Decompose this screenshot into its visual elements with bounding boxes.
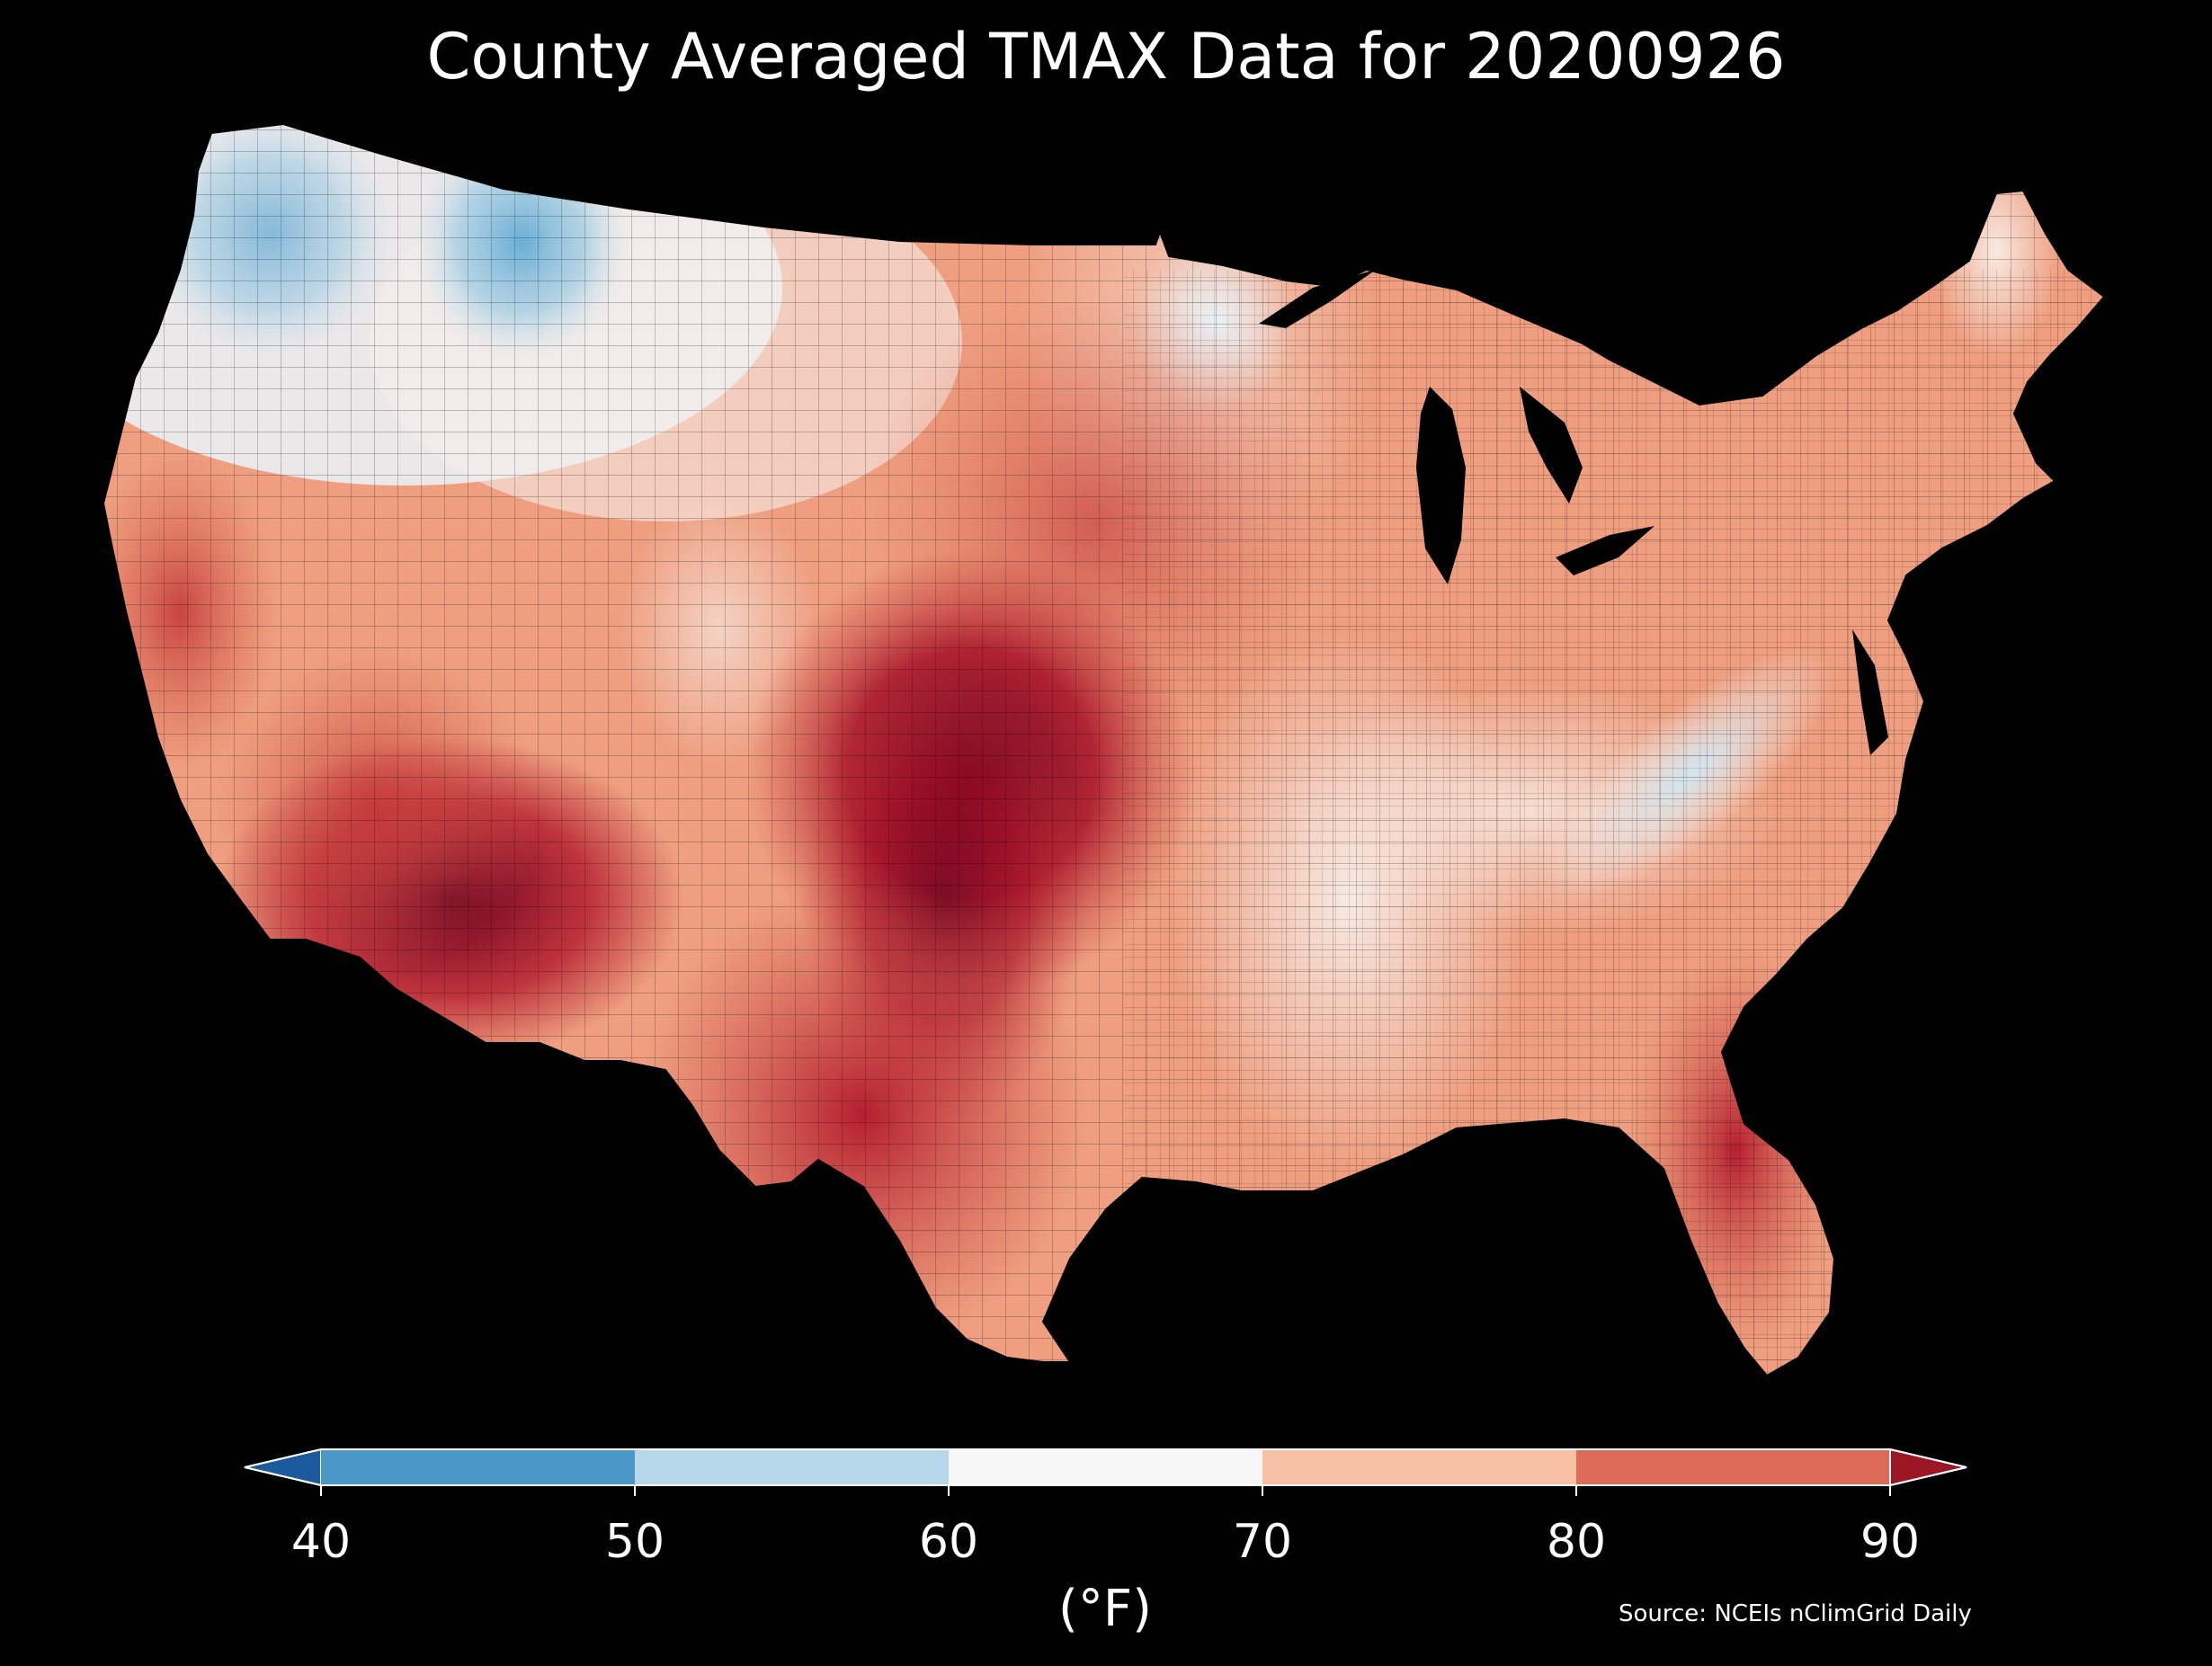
lake-michigan xyxy=(1416,387,1466,584)
colorbar-tick-label: 60 xyxy=(919,1515,978,1569)
colorbar-under-arrow xyxy=(244,1448,322,1487)
map-title: County Averaged TMAX Data for 20200926 xyxy=(426,20,1786,94)
source-credit: Source: NCEIs nClimGrid Daily xyxy=(1619,1600,1972,1627)
colorbar-bin xyxy=(949,1449,1262,1485)
colorbar-unit-label: (°F) xyxy=(1058,1580,1152,1638)
colorbar-tick-label: 90 xyxy=(1860,1515,1920,1569)
colorbar-bin xyxy=(1576,1449,1890,1485)
us-outline xyxy=(102,122,2106,1377)
colorbar-tick-label: 70 xyxy=(1233,1515,1292,1569)
colorbar-over-arrow xyxy=(1889,1448,1967,1487)
colorbar-tick-label: 40 xyxy=(291,1515,351,1569)
chesapeake-bay xyxy=(1852,629,1888,755)
colorbar-bin xyxy=(1262,1449,1576,1485)
colorbar-bin xyxy=(635,1449,949,1485)
great-lakes xyxy=(1259,270,1888,755)
lake-huron xyxy=(1520,387,1583,503)
lake-erie xyxy=(1556,526,1655,575)
lake-superior xyxy=(1259,270,1376,328)
colorbar-tick-label: 80 xyxy=(1547,1515,1606,1569)
colorbar-tick-label: 50 xyxy=(605,1515,664,1569)
colorbar-bin xyxy=(321,1449,635,1485)
